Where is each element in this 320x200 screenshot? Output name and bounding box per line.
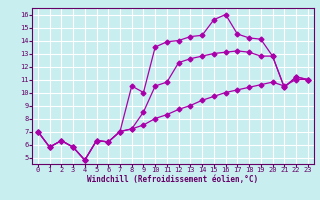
- X-axis label: Windchill (Refroidissement éolien,°C): Windchill (Refroidissement éolien,°C): [87, 175, 258, 184]
